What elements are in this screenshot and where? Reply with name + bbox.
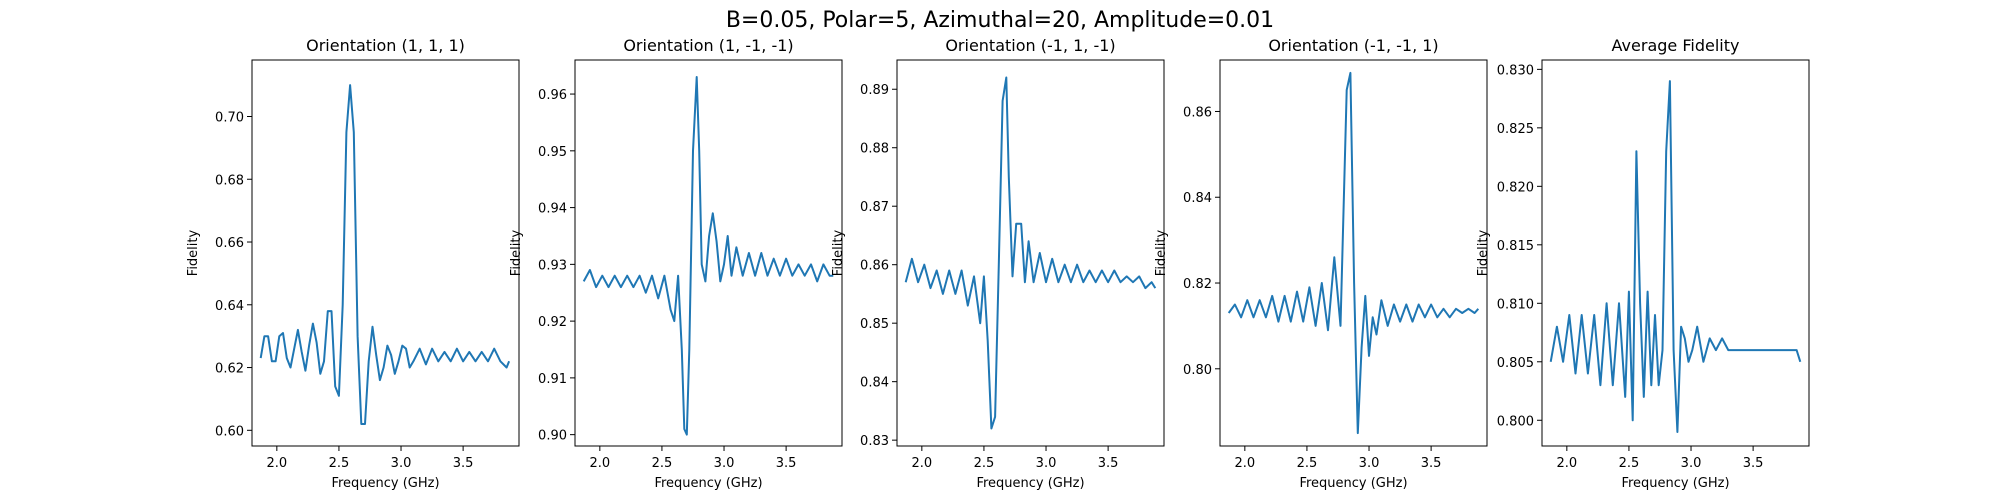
y-tick-label: 0.92 <box>538 315 567 330</box>
x-tick-label: 2.5 <box>974 456 995 471</box>
x-tick-label: 2.0 <box>1556 456 1577 471</box>
y-tick-label: 0.86 <box>860 259 889 274</box>
y-tick-label: 0.66 <box>215 236 244 251</box>
plot-frame <box>1219 59 1488 447</box>
y-tick-label: 0.90 <box>538 429 567 444</box>
chart-panel: Average Fidelity 2.0 2.5 3.0 3.5 0.800 0.805 0.… <box>1476 36 1810 491</box>
data-series-line <box>582 76 834 436</box>
x-tick-label: 2.5 <box>329 456 350 471</box>
y-tick-label: 0.60 <box>215 424 244 439</box>
y-tick-label: 0.84 <box>860 376 889 391</box>
x-tick-label: 3.0 <box>1036 456 1057 471</box>
y-tick-label: 0.83 <box>860 434 889 449</box>
y-tick-label: 0.93 <box>538 258 567 273</box>
x-tick-label: 3.0 <box>1681 456 1702 471</box>
y-tick-label: 0.84 <box>1183 191 1212 206</box>
chart-panel: Orientation (1, 1, 1) 2.0 2.5 3.0 3.5 0.60 0.6… <box>186 36 520 491</box>
plot-frame <box>574 59 843 447</box>
x-tick-label: 3.0 <box>391 456 412 471</box>
y-tick-label: 0.830 <box>1497 63 1534 78</box>
figure-title: B=0.05, Polar=5, Azimuthal=20, Amplitude… <box>726 8 1274 33</box>
x-tick-label: 2.5 <box>1619 456 1640 471</box>
y-tick-label: 0.815 <box>1497 239 1534 254</box>
x-tick-label: 3.5 <box>776 456 797 471</box>
y-tick-label: 0.68 <box>215 173 244 188</box>
y-tick-label: 0.64 <box>215 299 244 314</box>
y-tick-label: 0.70 <box>215 110 244 125</box>
chart-title: Average Fidelity <box>1612 36 1740 55</box>
x-axis-label: Frequency (GHz) <box>1621 476 1729 491</box>
y-tick-label: 0.94 <box>538 202 567 217</box>
y-axis-label: Fidelity <box>1154 229 1169 276</box>
chart-panel: Orientation (1, -1, -1) 2.0 2.5 3.0 3.5 0.90 0… <box>509 36 843 491</box>
y-tick-label: 0.95 <box>538 145 567 160</box>
plot-frame <box>251 59 520 447</box>
y-tick-label: 0.80 <box>1183 363 1212 378</box>
x-axis-label: Frequency (GHz) <box>331 476 439 491</box>
x-tick-label: 3.5 <box>1743 456 1764 471</box>
x-tick-label: 3.5 <box>1098 456 1119 471</box>
y-tick-label: 0.805 <box>1497 356 1534 371</box>
y-tick-label: 0.820 <box>1497 180 1534 195</box>
y-tick-label: 0.89 <box>860 83 889 98</box>
x-tick-label: 3.5 <box>453 456 474 471</box>
chart-title: Orientation (-1, 1, -1) <box>945 36 1115 55</box>
y-tick-label: 0.800 <box>1497 414 1534 429</box>
y-tick-label: 0.96 <box>538 88 567 103</box>
x-tick-label: 2.0 <box>1234 456 1255 471</box>
x-axis-label: Frequency (GHz) <box>976 476 1084 491</box>
y-tick-label: 0.85 <box>860 317 889 332</box>
y-axis-label: Fidelity <box>831 229 846 276</box>
plot-frame <box>1541 59 1810 447</box>
x-tick-label: 2.0 <box>266 456 287 471</box>
data-series-line <box>259 84 511 425</box>
chart-panel: Orientation (-1, 1, -1) 2.0 2.5 3.0 3.5 0.83 0… <box>831 36 1165 491</box>
data-series-line <box>1227 71 1480 435</box>
y-axis-label: Fidelity <box>186 229 201 276</box>
y-tick-label: 0.87 <box>860 200 889 215</box>
plot-frame <box>896 59 1165 447</box>
y-axis-label: Fidelity <box>1476 229 1491 276</box>
x-axis-label: Frequency (GHz) <box>1299 476 1407 491</box>
x-tick-label: 2.0 <box>589 456 610 471</box>
chart-title: Orientation (-1, -1, 1) <box>1268 36 1438 55</box>
y-tick-label: 0.82 <box>1183 277 1212 292</box>
x-axis-label: Frequency (GHz) <box>654 476 762 491</box>
x-tick-label: 3.0 <box>1359 456 1380 471</box>
x-tick-label: 2.5 <box>652 456 673 471</box>
data-series-line <box>904 76 1157 430</box>
y-axis-label: Fidelity <box>509 229 524 276</box>
x-tick-label: 2.5 <box>1297 456 1318 471</box>
y-tick-label: 0.810 <box>1497 297 1534 312</box>
chart-panel: Orientation (-1, -1, 1) 2.0 2.5 3.0 3.5 0.80 0… <box>1154 36 1488 491</box>
x-tick-label: 3.0 <box>714 456 735 471</box>
y-tick-label: 0.62 <box>215 362 244 377</box>
chart-title: Orientation (1, -1, -1) <box>623 36 793 55</box>
y-tick-label: 0.825 <box>1497 122 1534 137</box>
y-tick-label: 0.88 <box>860 142 889 157</box>
x-tick-label: 2.0 <box>911 456 932 471</box>
chart-panels: Orientation (1, 1, 1) 2.0 2.5 3.0 3.5 0.60 0.6… <box>186 36 1810 491</box>
y-tick-label: 0.86 <box>1183 105 1212 120</box>
x-tick-label: 3.5 <box>1421 456 1442 471</box>
chart-title: Orientation (1, 1, 1) <box>306 36 465 55</box>
y-tick-label: 0.91 <box>538 372 567 387</box>
data-series-line <box>1549 80 1802 433</box>
